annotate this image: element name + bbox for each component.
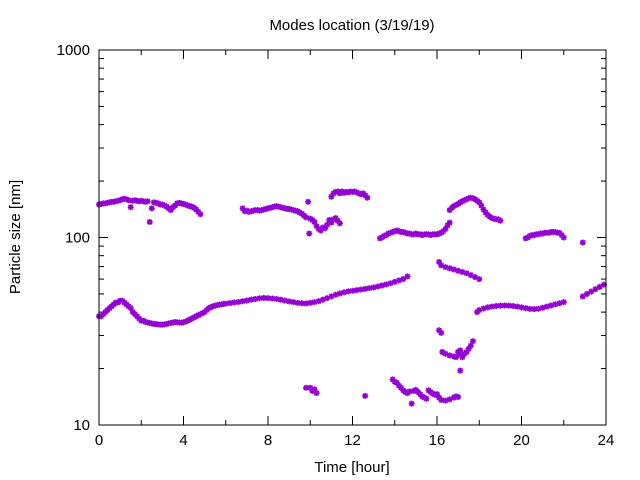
data-point xyxy=(438,329,445,336)
data-point xyxy=(336,220,343,227)
data-point xyxy=(306,230,313,237)
data-point xyxy=(592,286,599,293)
data-point xyxy=(457,347,464,354)
data-point xyxy=(370,284,377,291)
data-point xyxy=(455,394,462,401)
data-point xyxy=(560,299,567,306)
data-point xyxy=(298,300,305,307)
data-point xyxy=(588,288,595,295)
data-point xyxy=(144,198,151,205)
data-point xyxy=(197,211,204,218)
data-point xyxy=(497,217,504,224)
y-axis-label: Particle size [nm] xyxy=(7,180,24,294)
data-point xyxy=(446,219,453,226)
x-tick-label: 0 xyxy=(95,432,103,449)
x-tick-label: 4 xyxy=(179,432,187,449)
data-point xyxy=(583,290,590,297)
plot-frame xyxy=(98,49,607,426)
data-point xyxy=(353,287,360,294)
data-point xyxy=(476,276,483,283)
data-point xyxy=(560,234,567,241)
data-point xyxy=(400,276,407,283)
data-point xyxy=(404,273,411,280)
data-point xyxy=(434,391,440,398)
x-tick-label: 16 xyxy=(429,432,446,449)
data-point xyxy=(596,283,603,290)
data-point xyxy=(579,293,586,300)
x-tick-label: 8 xyxy=(264,432,272,449)
data-point xyxy=(311,386,318,393)
data-point xyxy=(125,197,132,204)
data-point xyxy=(362,392,369,399)
y-tick-label: 1000 xyxy=(57,42,90,59)
data-point xyxy=(579,239,586,246)
data-point xyxy=(305,198,312,205)
x-axis-label: Time [hour] xyxy=(314,459,389,476)
tick-labels: 0 4 8 12 16 20 24 10 100 1000 xyxy=(57,42,615,449)
data-point xyxy=(406,388,413,395)
data-point xyxy=(313,390,320,397)
data-point xyxy=(127,204,134,211)
data-point xyxy=(457,367,464,374)
data-point xyxy=(556,300,563,307)
data-point xyxy=(364,194,371,201)
data-point xyxy=(469,338,476,345)
data-point xyxy=(467,342,474,349)
x-tick-label: 20 xyxy=(513,432,530,449)
data-point xyxy=(510,303,517,310)
data-point xyxy=(423,395,430,402)
data-point xyxy=(148,205,155,212)
data-point xyxy=(408,400,415,407)
x-tick-label: 24 xyxy=(598,432,615,449)
data-point xyxy=(146,218,153,225)
y-tick-label: 10 xyxy=(73,417,90,434)
chart-title: Modes location (3/19/19) xyxy=(269,17,434,34)
y-tick-label: 100 xyxy=(65,230,90,247)
data-point xyxy=(303,300,310,307)
data-points xyxy=(96,188,607,407)
x-tick-label: 12 xyxy=(344,432,361,449)
